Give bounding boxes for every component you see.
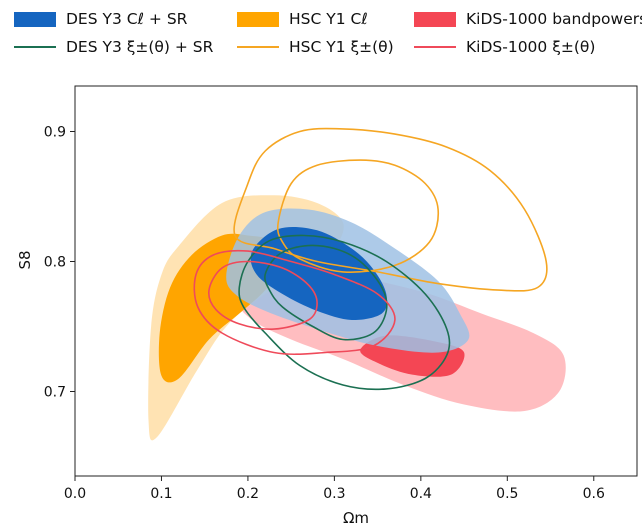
contour-hsc-y1-68 [276,159,440,273]
legend-swatch-des-cl [14,11,56,27]
y-axis-ticks: 0.7 0.8 0.9 [44,125,75,401]
legend-label-hsc-xi: HSC Y1 ξ±(θ) [289,38,394,56]
contour-des-y3-sr-68 [264,244,388,341]
legend-swatch-hsc-cl [237,11,279,27]
y-tick-label: 0.8 [44,255,66,271]
legend-item-hsc-cl: HSC Y1 Cℓ [237,8,368,30]
x-tick-label: 0.6 [583,486,605,502]
legend-item-kids-xi: KiDS-1000 ξ±(θ) [414,36,595,58]
x-tick-label: 0.1 [150,486,172,502]
y-tick-label: 0.7 [44,385,66,401]
contour-kids-1000-95 [193,249,396,356]
legend-item-des-cl: DES Y3 Cℓ + SR [14,8,187,30]
legend: DES Y3 Cℓ + SR HSC Y1 Cℓ KiDS-1000 bandp… [0,0,642,64]
legend-item-hsc-xi: HSC Y1 ξ±(θ) [237,36,394,58]
legend-swatch-des-xi [14,46,56,48]
y-axis-label: S8 [16,250,34,269]
x-tick-label: 0.5 [496,486,518,502]
legend-label-des-cl: DES Y3 Cℓ + SR [66,10,188,28]
legend-item-des-xi: DES Y3 ξ±(θ) + SR [14,36,213,58]
x-axis-label: Ωm [343,509,369,527]
y-tick-label: 0.9 [44,125,66,141]
legend-label-hsc-cl: HSC Y1 Cℓ [289,10,368,28]
legend-swatch-kids-xi [414,46,456,48]
legend-label-kids-bandpowers: KiDS-1000 bandpowers [466,10,642,28]
x-axis-ticks: 0.0 0.1 0.2 0.3 0.4 0.5 0.6 [64,476,605,502]
x-tick-label: 0.3 [323,486,345,502]
legend-swatch-hsc-xi [237,46,279,48]
legend-swatch-kids-bandpowers [414,11,456,27]
contour-layer [148,127,566,441]
legend-item-kids-bandpowers: KiDS-1000 bandpowers [414,8,642,30]
legend-label-des-xi: DES Y3 ξ±(θ) + SR [66,38,214,56]
x-tick-label: 0.2 [237,486,259,502]
contour-hsc-y1-95 [233,127,548,292]
contour-kids-1000-68 [208,260,318,331]
x-tick-label: 0.0 [64,486,86,502]
x-tick-label: 0.4 [410,486,432,502]
legend-label-kids-xi: KiDS-1000 ξ±(θ) [466,38,596,56]
contour-des-y3-sr-95 [238,234,451,391]
plot-frame [74,85,638,477]
